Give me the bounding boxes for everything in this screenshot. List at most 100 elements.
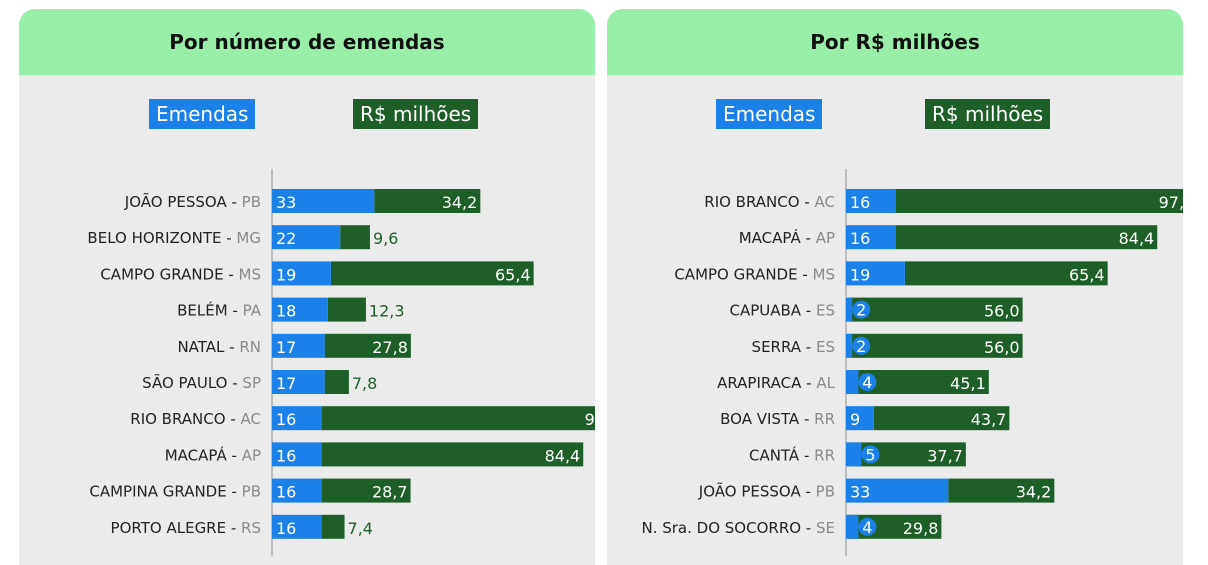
value-label-rs: 28,7 — [372, 483, 408, 502]
category-label: RIO BRANCO - AC — [130, 410, 261, 428]
value-label-emendas: 16 — [850, 193, 870, 212]
city-name: RIO BRANCO - — [130, 410, 240, 428]
city-name: SÃO PAULO - — [142, 373, 242, 392]
value-label-rs: 65,4 — [495, 265, 531, 284]
city-name: MACAPÁ - — [165, 445, 242, 464]
value-label-emendas: 33 — [850, 483, 870, 502]
bar-rs — [895, 225, 1158, 250]
city-name: JOÃO PESSOA - — [124, 192, 242, 211]
bar-emendas — [272, 478, 322, 503]
bar-emendas — [846, 442, 862, 467]
city-name: ARAPIRACA - — [717, 374, 816, 392]
city-name: BOA VISTA - — [720, 410, 814, 428]
value-label-emendas: 16 — [276, 483, 296, 502]
category-label: CAMPINA GRANDE - PB — [89, 483, 261, 501]
value-label-rs: 12,3 — [369, 302, 405, 321]
city-name: SERRA - — [752, 338, 816, 356]
bar-rs — [330, 261, 534, 286]
bar-emendas — [846, 514, 859, 539]
emendas-marker — [858, 517, 877, 536]
bar-emendas — [272, 297, 328, 322]
category-label: CAMPO GRANDE - MS — [100, 265, 261, 283]
bar-chart: JOÃO PESSOA - PB 33 34,2 BELO HORIZONTE - M… — [87, 169, 595, 556]
panel-title: Por número de emendas — [19, 9, 595, 75]
state-code: ES — [816, 302, 835, 320]
state-code: SE — [816, 519, 835, 537]
value-label-emendas: 17 — [276, 374, 296, 393]
bar-rs — [321, 514, 345, 539]
emendas-marker — [858, 373, 877, 391]
city-name: CAMPO GRANDE - — [100, 265, 238, 283]
value-label-rs: 9,6 — [373, 229, 398, 248]
value-label-emendas: 4 — [862, 373, 872, 392]
state-code: PB — [816, 483, 835, 501]
bar-emendas — [272, 406, 322, 431]
value-label-rs: 43,7 — [971, 410, 1007, 429]
value-label-rs: 97,3 — [585, 410, 595, 429]
panel-by-value: Por R$ milhões Emendas R$ milhões RIO BR… — [607, 9, 1183, 565]
bar-rs — [904, 261, 1108, 286]
bar-emendas — [846, 406, 874, 431]
category-label: SÃO PAULO - SP — [142, 373, 261, 392]
value-label-rs: 29,8 — [903, 519, 939, 538]
value-label-rs: 97,3 — [1159, 193, 1183, 212]
bar-rs — [324, 333, 411, 358]
value-label-rs: 84,4 — [1119, 229, 1155, 248]
bar-rs — [327, 297, 366, 322]
value-label-emendas: 19 — [850, 265, 870, 284]
value-label-emendas: 33 — [276, 193, 296, 212]
bar-rs — [849, 333, 1023, 358]
value-label-emendas: 16 — [276, 519, 296, 538]
bar-emendas — [846, 189, 896, 213]
category-label: BOA VISTA - RR — [720, 410, 835, 428]
category-label: BELO HORIZONTE - MG — [87, 229, 261, 247]
value-label-emendas: 2 — [856, 337, 866, 356]
category-label: PORTO ALEGRE - RS — [111, 519, 261, 537]
category-label: RIO BRANCO - AC — [704, 193, 835, 211]
bar-emendas — [846, 478, 949, 503]
value-label-emendas: 19 — [276, 265, 296, 284]
state-code: MG — [236, 229, 261, 247]
city-name: MACAPÁ - — [739, 228, 816, 247]
category-label: JOÃO PESSOA - PB — [698, 482, 835, 501]
category-label: MACAPÁ - AP — [165, 445, 261, 464]
value-label-rs: 56,0 — [984, 302, 1020, 321]
bar-emendas — [272, 261, 331, 286]
state-code: PA — [243, 302, 262, 320]
value-label-rs: 27,8 — [372, 338, 408, 357]
bar-rs — [321, 442, 584, 467]
bar-emendas — [846, 225, 896, 250]
category-label: BELÉM - PA — [177, 301, 262, 320]
emendas-marker — [861, 445, 880, 464]
state-code: SP — [242, 374, 261, 392]
bar-chart: RIO BRANCO - AC 16 97,3 MACAPÁ - AP 16 84,4 CA… — [641, 169, 1183, 556]
value-label-emendas: 9 — [850, 410, 860, 429]
value-label-rs: 7,8 — [352, 374, 377, 393]
category-label: ARAPIRACA - AL — [717, 374, 836, 392]
state-code: AC — [241, 410, 261, 428]
city-name: RIO BRANCO - — [704, 193, 814, 211]
bar-emendas — [846, 297, 853, 322]
category-label: CAMPO GRANDE - MS — [674, 265, 835, 283]
city-name: N. Sra. DO SOCORRO - — [641, 519, 816, 537]
bar-rs — [895, 189, 1183, 213]
value-label-emendas: 16 — [850, 229, 870, 248]
value-label-rs: 34,2 — [1016, 483, 1052, 502]
state-code: ES — [816, 338, 835, 356]
value-label-rs: 84,4 — [545, 446, 581, 465]
category-label: N. Sra. DO SOCORRO - SE — [641, 519, 835, 537]
bar-rs — [321, 478, 411, 503]
panel-title: Por R$ milhões — [607, 9, 1183, 75]
emendas-marker — [852, 336, 871, 355]
bar-emendas — [846, 370, 859, 394]
value-label-rs: 56,0 — [984, 338, 1020, 357]
bar-rs — [849, 297, 1023, 322]
legend-rs-milhoes: R$ milhões — [925, 99, 1051, 129]
value-label-rs: 7,4 — [348, 519, 373, 538]
value-label-rs: 45,1 — [950, 374, 986, 393]
city-name: JOÃO PESSOA - — [698, 482, 816, 501]
city-name: CAMPO GRANDE - — [674, 265, 812, 283]
value-label-rs: 34,2 — [442, 193, 478, 212]
bar-emendas — [272, 333, 325, 358]
state-code: RR — [814, 410, 835, 428]
